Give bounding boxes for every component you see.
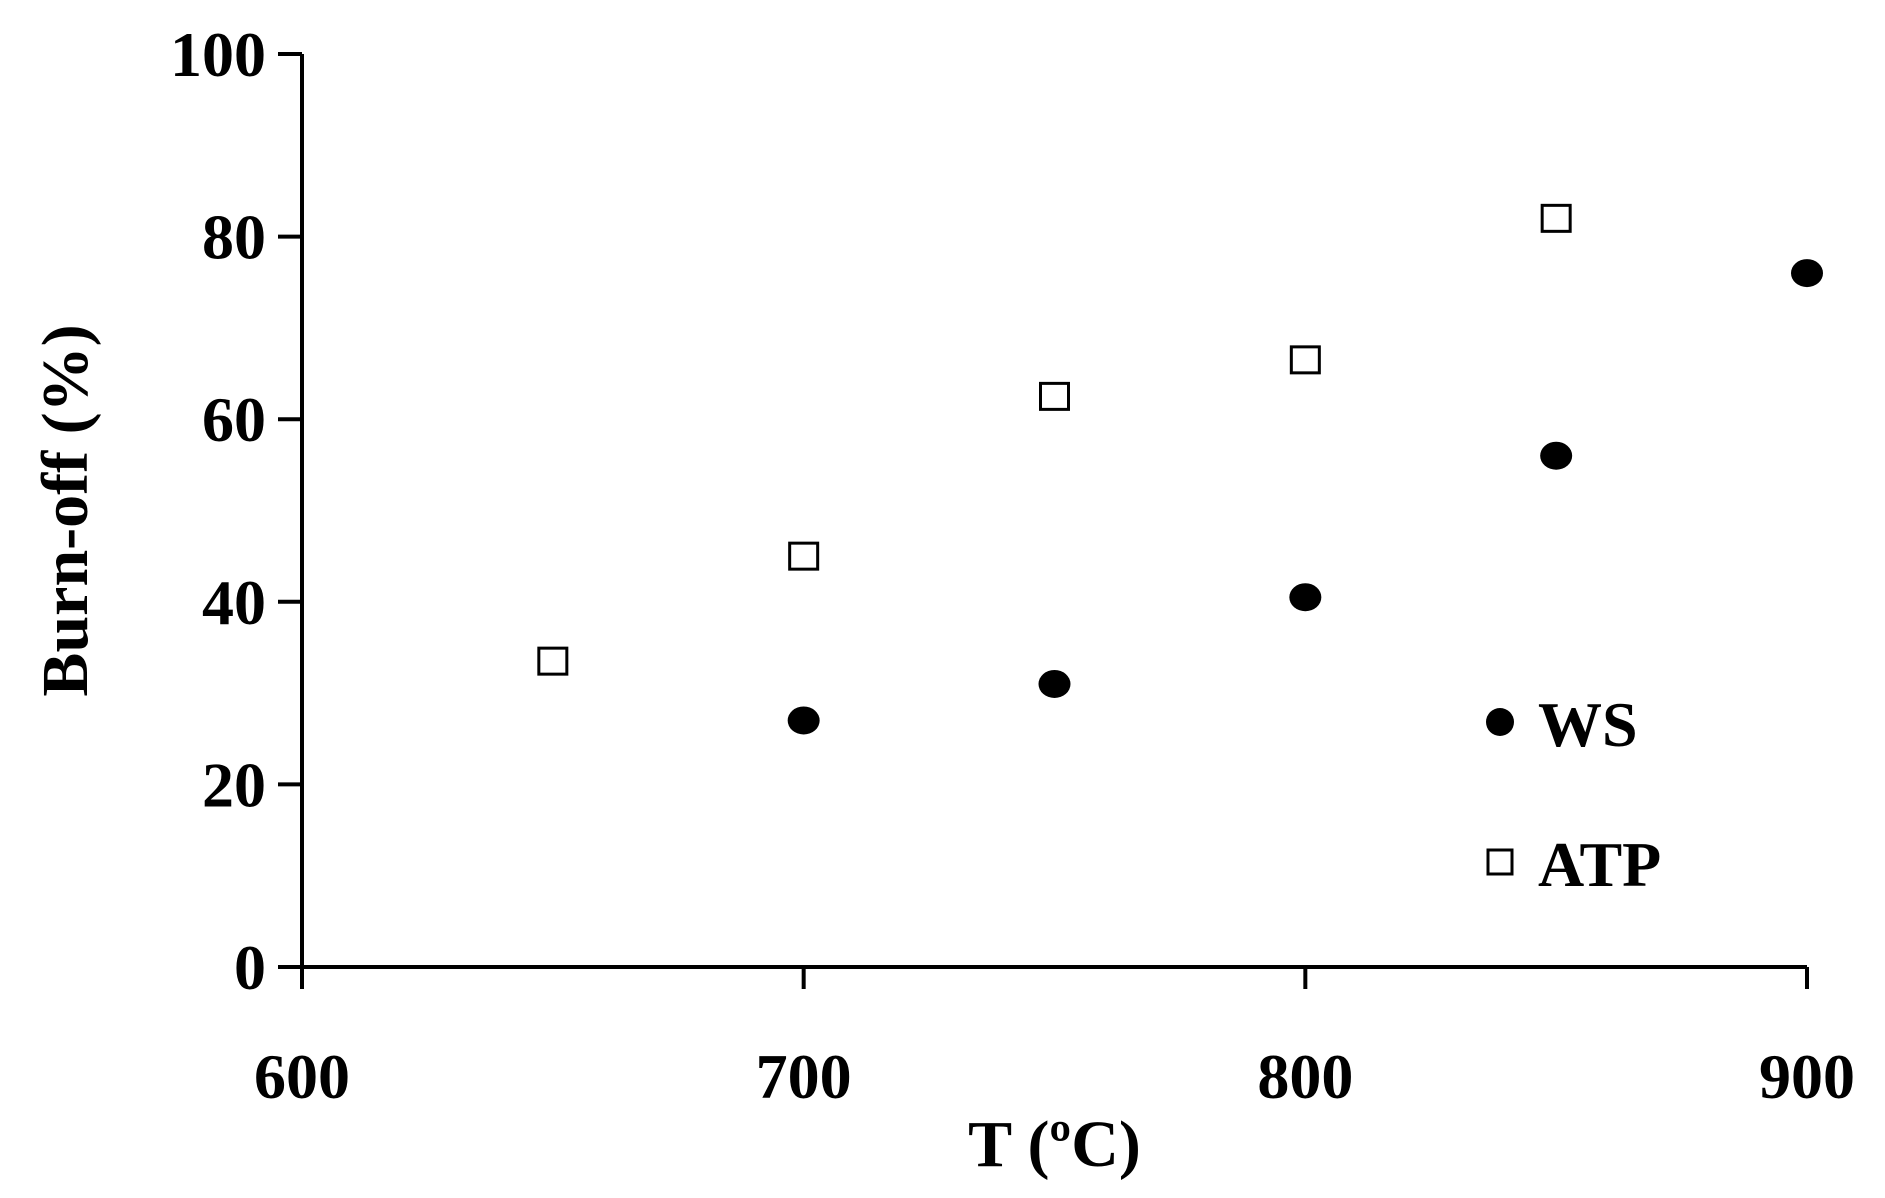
y-tick-label: 0 <box>234 932 266 1003</box>
legend-atp-marker <box>1486 848 1514 876</box>
y-axis-title: Burn-off (%) <box>29 324 102 696</box>
y-tick-label: 40 <box>202 567 266 638</box>
legend-ws-label: WS <box>1538 689 1638 760</box>
x-tick-label: 600 <box>254 1041 350 1112</box>
atp-point <box>1289 345 1321 375</box>
ws-point <box>1038 669 1071 698</box>
y-tick-label: 20 <box>202 749 266 820</box>
atp-point <box>1039 381 1070 411</box>
axes <box>278 52 1809 989</box>
data-points <box>537 203 1823 735</box>
x-tick-label: 900 <box>1759 1041 1855 1112</box>
atp-point <box>1540 203 1572 233</box>
legend-ws-marker <box>1486 708 1514 736</box>
atp-point <box>788 541 820 571</box>
legend: WS ATP <box>1486 689 1661 900</box>
ws-point <box>1540 441 1573 470</box>
ws-point <box>1791 259 1823 288</box>
tick-labels: 0 20 40 60 80 100 600 700 800 900 <box>170 19 1855 1112</box>
y-tick-label: 60 <box>202 384 266 455</box>
atp-point <box>537 646 569 676</box>
ws-point <box>787 706 820 735</box>
y-tick-label: 80 <box>202 202 266 273</box>
x-axis-title: T (ºC) <box>968 1108 1141 1181</box>
y-tick-label: 100 <box>170 19 266 90</box>
x-tick-label: 800 <box>1257 1041 1353 1112</box>
ws-point <box>1289 583 1322 612</box>
x-tick-label: 700 <box>756 1041 852 1112</box>
legend-atp-label: ATP <box>1538 829 1661 900</box>
